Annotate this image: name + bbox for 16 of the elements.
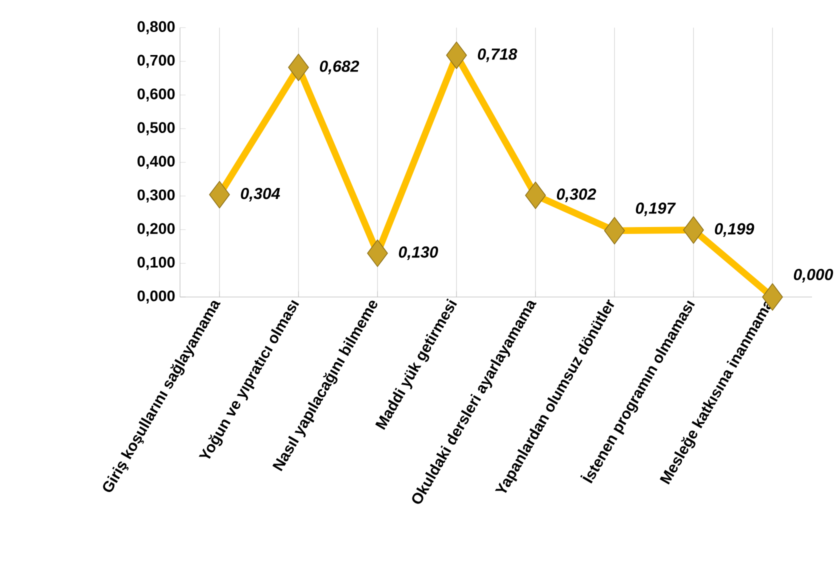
data-label: 0,682 — [320, 60, 360, 74]
data-label: 0,302 — [556, 188, 596, 202]
data-label: 0,000 — [794, 268, 834, 282]
y-tick-label: 0,300 — [138, 189, 175, 203]
y-tick-label: 0,500 — [138, 122, 175, 136]
data-label: 0,197 — [636, 202, 676, 216]
data-label: 0,718 — [478, 48, 518, 62]
y-tick-label: 0,800 — [138, 21, 175, 34]
y-tick-label: 0,600 — [138, 88, 175, 102]
y-tick-label: 0,100 — [138, 256, 175, 270]
y-tick-label: 0,400 — [138, 156, 175, 169]
y-tick-label: 0,200 — [138, 223, 175, 236]
y-tick-label: 0,700 — [138, 54, 175, 68]
data-label: 0,130 — [398, 246, 438, 260]
data-label: 0,304 — [240, 188, 280, 202]
data-label: 0,199 — [714, 223, 754, 237]
